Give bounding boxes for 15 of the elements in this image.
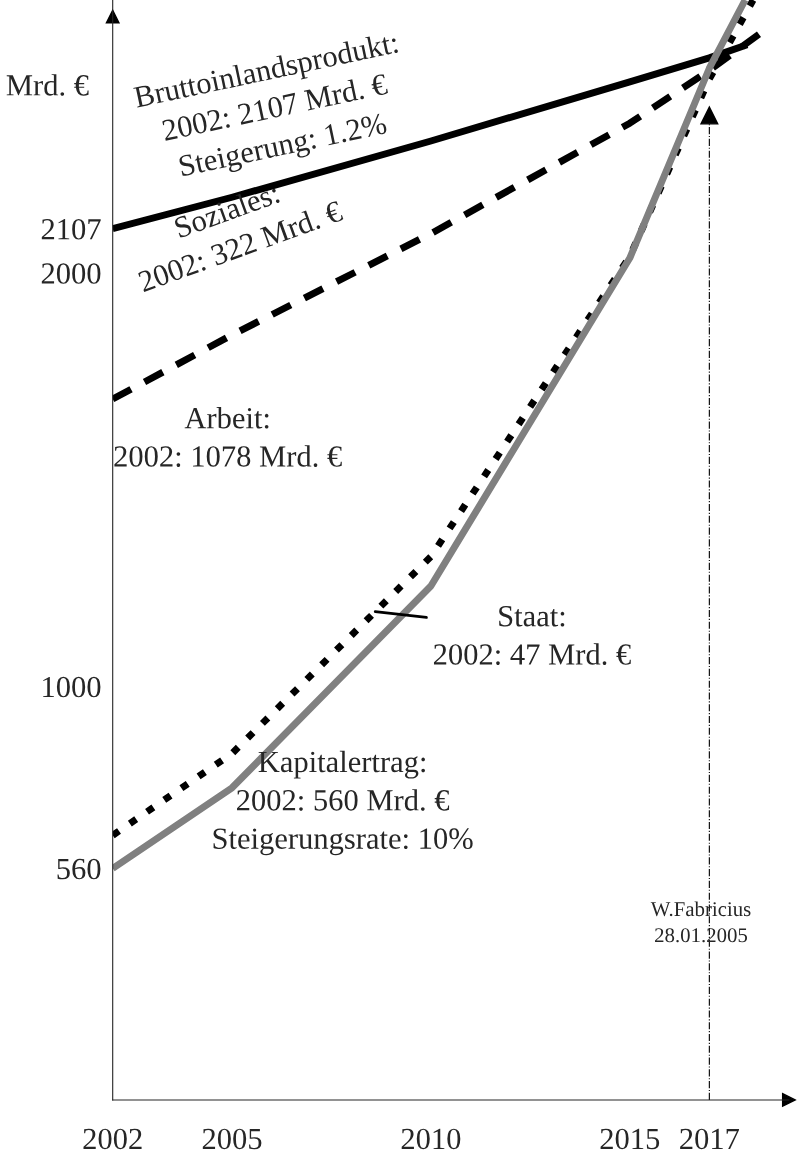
y-tick-label: 2000	[41, 263, 101, 284]
x-tick-label: 2015	[600, 1128, 660, 1150]
y-axis-title: Mrd. €	[6, 74, 89, 96]
x-tick-label: 2005	[202, 1128, 262, 1150]
x-tick-label: 2010	[401, 1128, 461, 1150]
annotation: Arbeit: 2002: 1078 Mrd. €	[114, 406, 342, 467]
y-tick-label: 560	[57, 858, 101, 880]
x-tick-label: 2002	[83, 1128, 142, 1150]
annotation: Kapitalertrag: 2002: 560 Mrd. € Steigerungsrate: 10%	[213, 750, 473, 856]
y-tick-label: 2107	[41, 218, 101, 240]
x-tick-label: 2017	[680, 1128, 740, 1150]
annotation: Staat: 2002: 47 Mrd. €	[433, 605, 631, 665]
y-tick-label: 1000	[43, 676, 101, 698]
annotation: Soziales: 2002: 322 Mrd. €	[136, 181, 344, 293]
annotation: W.Fabricius 28.01.2005	[650, 901, 751, 943]
